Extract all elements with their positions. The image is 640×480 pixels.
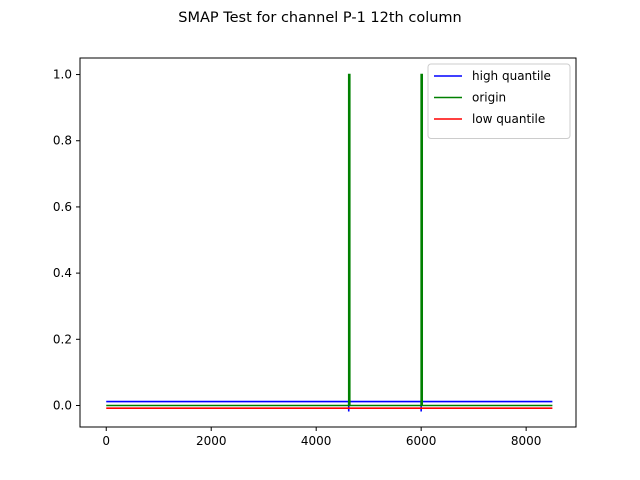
y-tick-label: 1.0	[53, 68, 72, 82]
chart-title: SMAP Test for channel P-1 12th column	[178, 10, 462, 26]
axes-frame	[79, 57, 577, 428]
y-tick-label: 0.6	[53, 200, 72, 214]
legend-label-1: origin	[472, 91, 506, 105]
x-tick-label: 6000	[406, 434, 437, 448]
x-axis: 0 2000 4000 6000 8000	[102, 427, 541, 448]
x-tick-label: 2000	[196, 434, 227, 448]
legend: high quantile origin low quantile	[427, 63, 571, 139]
series-line-1	[106, 73, 553, 407]
legend-label-2: low quantile	[472, 112, 545, 126]
series-line-0	[106, 400, 553, 412]
y-tick-label: 0.0	[53, 398, 72, 412]
x-tick-label: 8000	[511, 434, 542, 448]
y-axis: 0.0 0.2 0.4 0.6 0.8 1.0	[53, 68, 80, 412]
x-tick-label: 4000	[301, 434, 332, 448]
x-tick-label: 0	[102, 434, 110, 448]
y-tick-label: 0.8	[53, 134, 72, 148]
legend-label-0: high quantile	[472, 69, 551, 83]
plot-area: 0 2000 4000 6000 8000 0.0 0.2 0.4 0.6 0.8 1.0	[53, 57, 577, 448]
y-tick-label: 0.4	[53, 266, 72, 280]
legend-box	[427, 63, 571, 139]
series-layer	[106, 73, 553, 412]
y-tick-label: 0.2	[53, 332, 72, 346]
